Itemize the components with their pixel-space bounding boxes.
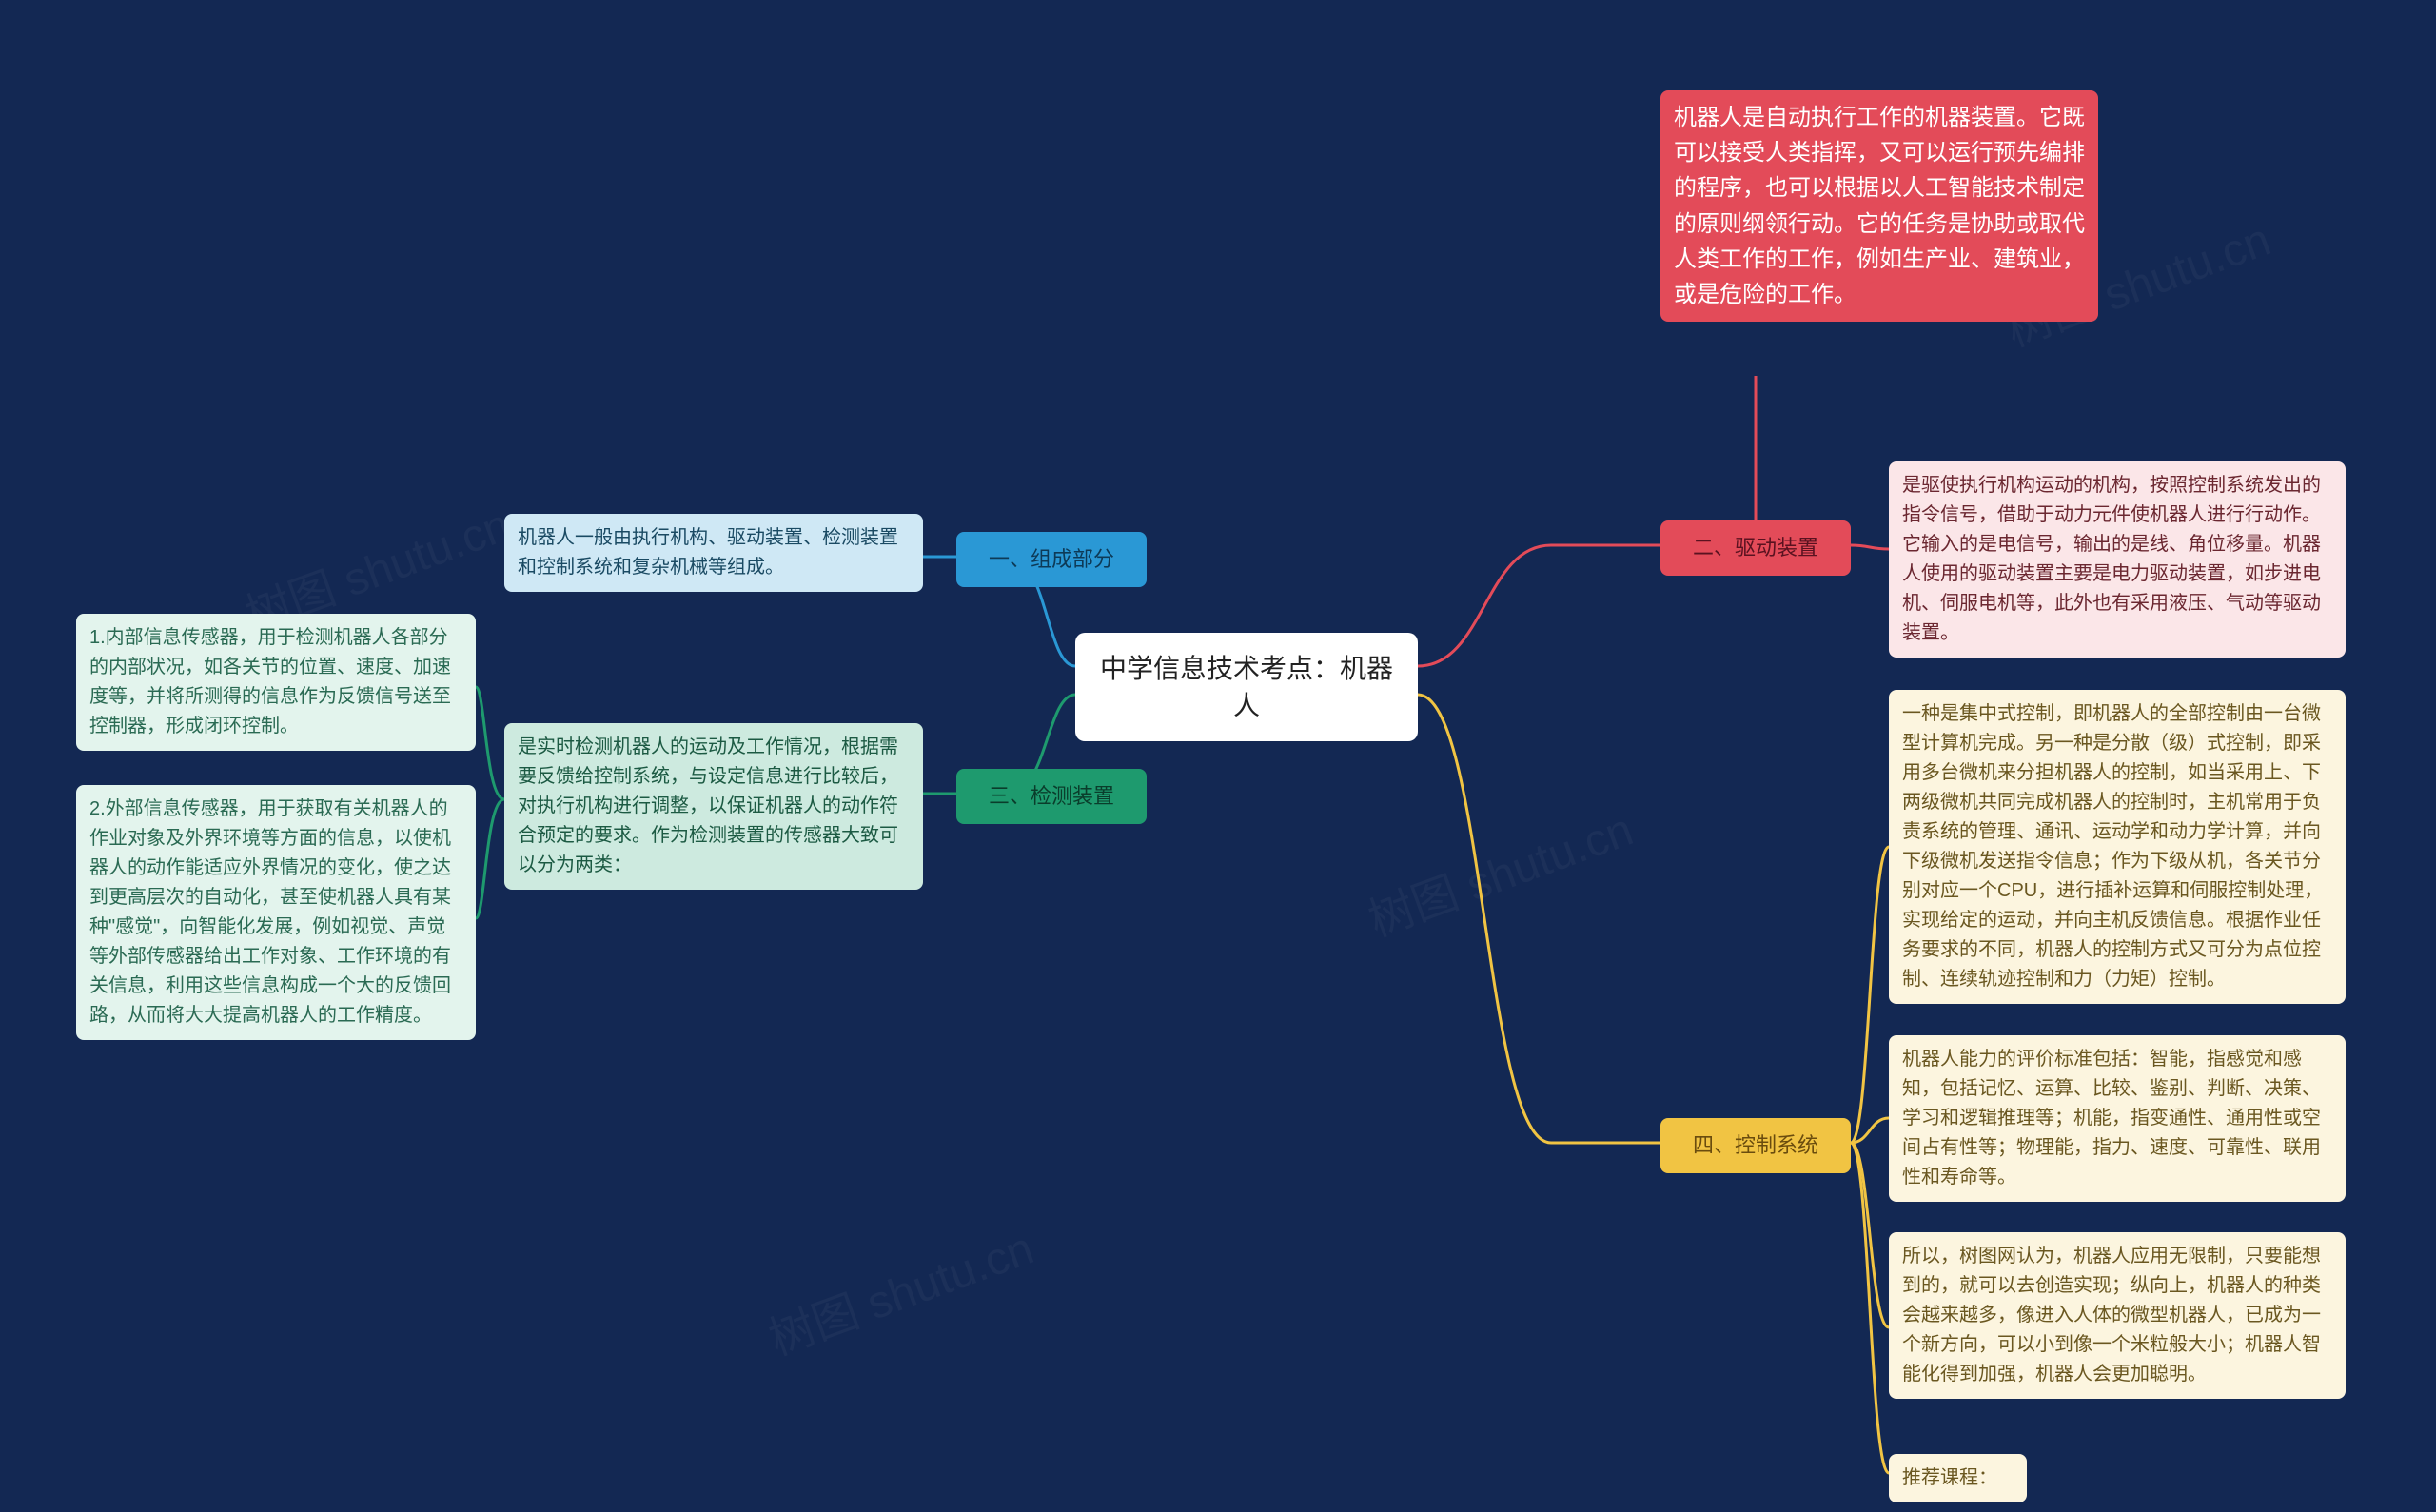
branch-2-intro: 机器人是自动执行工作的机器装置。它既可以接受人类指挥，又可以运行预先编排的程序，… (1660, 90, 2098, 322)
branch-3-child-1b: 2.外部信息传感器，用于获取有关机器人的作业对象及外界环境等方面的信息，以使机器… (76, 785, 476, 1040)
branch-2-child-2: 是驱使执行机构运动的机构，按照控制系统发出的指令信号，借助于动力元件使机器人进行… (1889, 461, 2346, 658)
branch-1: 一、组成部分 (956, 532, 1147, 587)
branch-2: 二、驱动装置 (1660, 520, 1851, 576)
branch-4-child-2: 机器人能力的评价标准包括：智能，指感觉和感知，包括记忆、运算、比较、鉴别、判断、… (1889, 1035, 2346, 1202)
branch-4-child-3: 所以，树图网认为，机器人应用无限制，只要能想到的，就可以去创造实现；纵向上，机器… (1889, 1232, 2346, 1399)
branch-4: 四、控制系统 (1660, 1118, 1851, 1173)
branch-3-child-1: 是实时检测机器人的运动及工作情况，根据需要反馈给控制系统，与设定信息进行比较后，… (504, 723, 923, 890)
branch-3-child-1a: 1.内部信息传感器，用于检测机器人各部分的内部状况，如各关节的位置、速度、加速度… (76, 614, 476, 751)
branch-1-child-1: 机器人一般由执行机构、驱动装置、检测装置和控制系统和复杂机械等组成。 (504, 514, 923, 592)
branch-4-child-4: 推荐课程： (1889, 1454, 2027, 1502)
branch-4-child-1: 一种是集中式控制，即机器人的全部控制由一台微型计算机完成。另一种是分散（级）式控… (1889, 690, 2346, 1004)
watermark: 树图 shutu.cn (758, 1210, 1041, 1367)
watermark: 树图 shutu.cn (1358, 792, 1640, 949)
center-node: 中学信息技术考点：机器人 (1075, 633, 1418, 741)
branch-3: 三、检测装置 (956, 769, 1147, 824)
